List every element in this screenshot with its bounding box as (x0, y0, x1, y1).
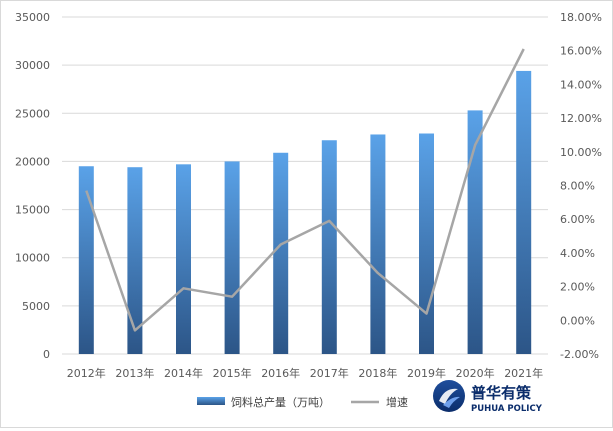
right-tick-label: 2.00% (560, 281, 595, 294)
bar (225, 161, 240, 354)
logo-name-en: PUHUA POLICY (471, 404, 543, 414)
right-tick-label: 12.00% (560, 112, 602, 125)
bar (516, 71, 531, 354)
right-tick-label: 14.00% (560, 78, 602, 91)
x-tick-label: 2013年 (115, 366, 154, 380)
right-tick-label: 10.00% (560, 146, 602, 159)
x-tick-label: 2015年 (213, 366, 252, 380)
right-tick-label: 0.00% (560, 314, 595, 327)
right-tick-label: 6.00% (560, 213, 595, 226)
legend: 饲料总产量（万吨） 增速 (197, 395, 408, 409)
x-tick-label: 2014年 (164, 366, 203, 380)
left-tick-label: 5000 (22, 300, 50, 313)
bar (419, 134, 434, 354)
logo-name-cn: 普华有策 (471, 384, 532, 402)
left-tick-label: 35000 (15, 11, 50, 24)
legend-bar-swatch (197, 397, 225, 405)
x-tick-label: 2016年 (261, 366, 300, 380)
left-tick-label: 25000 (15, 107, 50, 120)
bar (176, 164, 191, 354)
left-tick-label: 0 (43, 348, 50, 361)
x-tick-label: 2017年 (310, 366, 349, 380)
bar (370, 134, 385, 354)
left-axis: 0 5000 10000 15000 20000 25000 30000 35000 (15, 11, 50, 361)
right-tick-label: 18.00% (560, 11, 602, 24)
line-series (86, 49, 524, 331)
bar (322, 140, 337, 354)
left-tick-label: 20000 (15, 155, 50, 168)
x-tick-label: 2018年 (358, 366, 397, 380)
bar (273, 153, 288, 354)
right-tick-label: -2.00% (560, 348, 599, 361)
right-tick-label: 8.00% (560, 180, 595, 193)
left-tick-label: 30000 (15, 59, 50, 72)
left-tick-label: 10000 (15, 252, 50, 265)
x-tick-label: 2012年 (67, 366, 106, 380)
right-axis: -2.00% 0.00% 2.00% 4.00% 6.00% 8.00% 10.00% 12.… (560, 11, 602, 361)
right-tick-label: 4.00% (560, 247, 595, 260)
legend-line-label: 增速 (386, 395, 408, 409)
right-tick-label: 16.00% (560, 45, 602, 58)
left-tick-label: 15000 (15, 204, 50, 217)
puhua-logo: 普华有策 PUHUA POLICY (431, 377, 561, 417)
legend-bar-label: 饲料总产量（万吨） (231, 395, 330, 409)
growth-line (86, 49, 523, 330)
